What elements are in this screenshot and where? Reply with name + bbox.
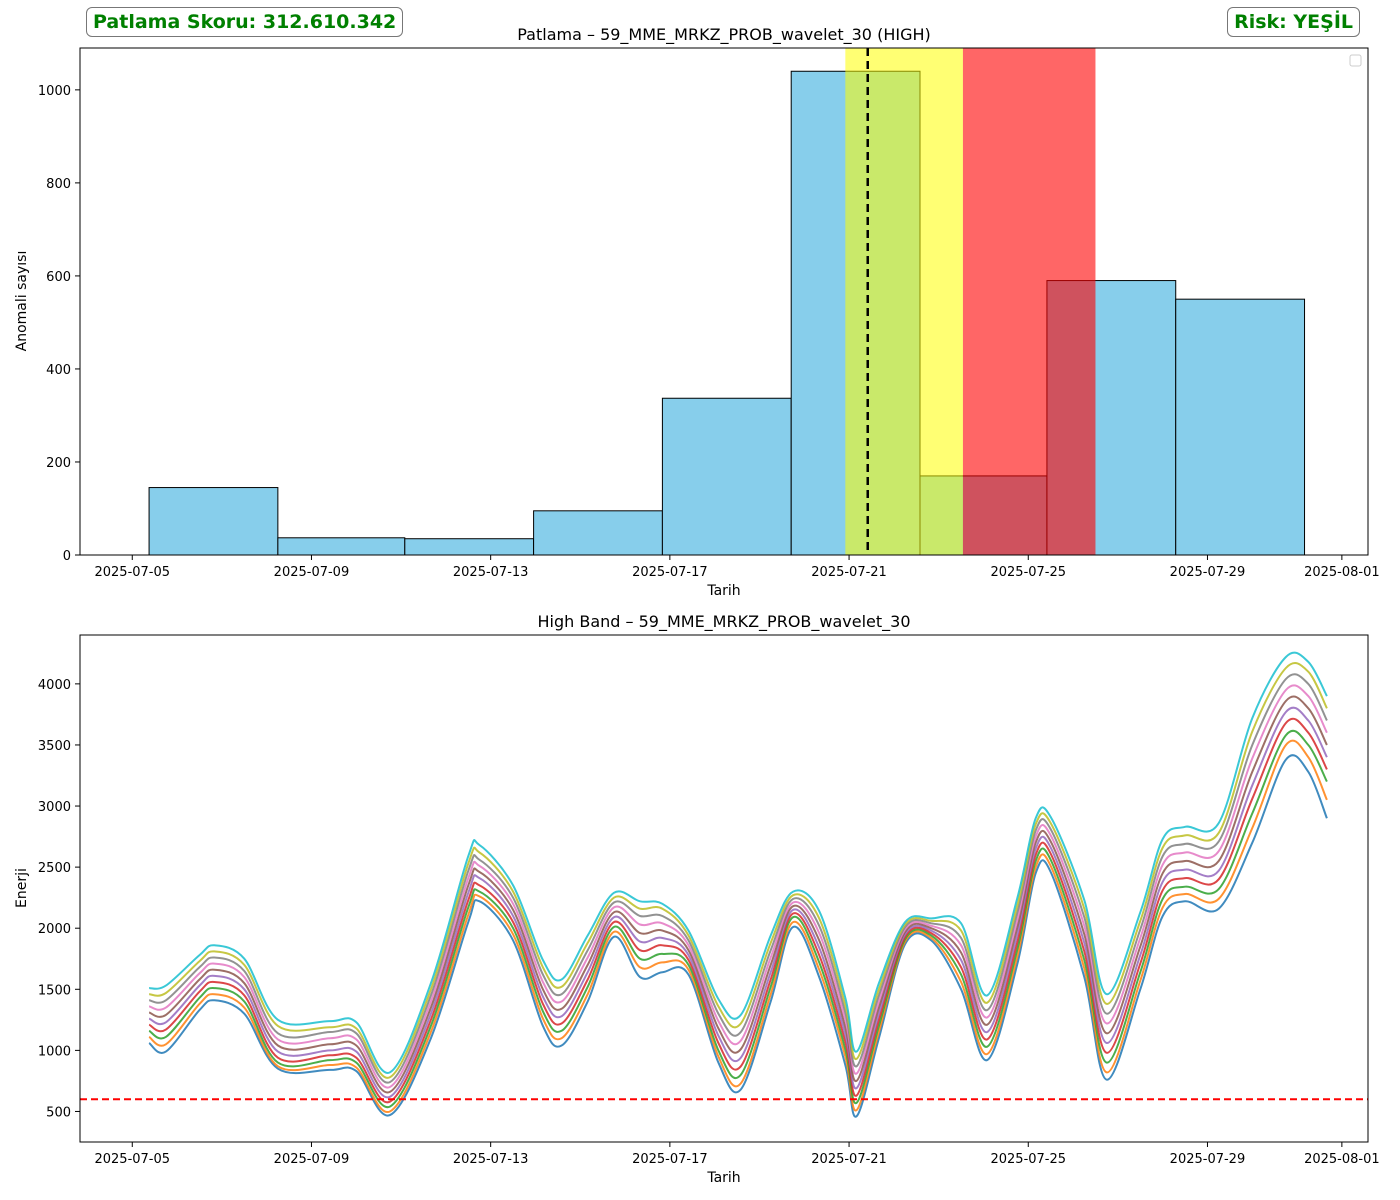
histogram-chart: Patlama – 59_MME_MRKZ_PROB_wavelet_30 (H… [14, 25, 1380, 599]
x-tick-label: 2025-07-09 [274, 1152, 350, 1167]
histogram-bar [533, 510, 663, 556]
y-tick-label: 2500 [38, 861, 71, 876]
histogram-bar [404, 538, 535, 556]
energy-series-line-6 [148, 695, 1328, 1094]
risk-badge: Risk: YEŞİL [1227, 7, 1360, 37]
y-tick-label: 400 [46, 363, 71, 378]
y-tick-label: 1000 [38, 84, 71, 99]
y-tick-label: 1000 [38, 1044, 71, 1059]
y-tick-label: 200 [46, 456, 71, 471]
x-tick-label: 2025-07-25 [990, 1152, 1066, 1167]
y-tick-label: 4000 [38, 678, 71, 693]
legend-box [1349, 54, 1362, 67]
x-tick-label: 2025-08-01 [1304, 1152, 1380, 1167]
energy-series-line-10 [148, 651, 1328, 1074]
energy-title: High Band – 59_MME_MRKZ_PROB_wavelet_30 [537, 612, 910, 632]
histogram-bar [277, 537, 406, 556]
x-tick-label: 2025-07-17 [632, 565, 708, 580]
histogram-title: Patlama – 59_MME_MRKZ_PROB_wavelet_30 (H… [517, 25, 930, 45]
energy-xlabel: Tarih [706, 1170, 740, 1186]
histogram-xlabel: Tarih [706, 583, 740, 599]
x-tick-label: 2025-08-01 [1304, 565, 1380, 580]
x-tick-label: 2025-07-29 [1170, 565, 1246, 580]
histogram-bar [661, 397, 792, 556]
highlight-span [962, 48, 1096, 555]
energy-ylabel: Enerji [14, 868, 30, 908]
energy-series-line-4 [148, 717, 1328, 1104]
y-tick-label: 600 [46, 270, 71, 285]
x-tick-label: 2025-07-09 [274, 565, 350, 580]
x-tick-label: 2025-07-13 [453, 1152, 529, 1167]
histogram-ylabel: Anomali sayısı [14, 251, 30, 352]
energy-series-line-5 [148, 706, 1328, 1099]
energy-series-line-9 [149, 661, 1328, 1079]
y-tick-label: 500 [46, 1105, 71, 1120]
x-tick-label: 2025-07-05 [94, 565, 170, 580]
x-tick-label: 2025-07-21 [811, 565, 887, 580]
x-tick-label: 2025-07-21 [811, 1152, 887, 1167]
y-tick-label: 800 [46, 177, 71, 192]
x-tick-label: 2025-07-05 [94, 1152, 170, 1167]
energy-series-line-2 [148, 739, 1328, 1113]
energy-chart: High Band – 59_MME_MRKZ_PROB_wavelet_30 … [14, 612, 1380, 1186]
y-tick-label: 1500 [38, 983, 71, 998]
x-tick-label: 2025-07-13 [453, 565, 529, 580]
x-tick-label: 2025-07-29 [1170, 1152, 1246, 1167]
y-tick-label: 3000 [38, 800, 71, 815]
x-tick-label: 2025-07-25 [990, 565, 1066, 580]
energy-series-line-7 [148, 684, 1328, 1089]
x-tick-label: 2025-07-17 [632, 1152, 708, 1167]
score-badge: Patlama Skoru: 312.610.342 [86, 7, 404, 37]
y-tick-label: 3500 [38, 739, 71, 754]
y-tick-label: 2000 [38, 922, 71, 937]
energy-axes-frame [79, 634, 1369, 1143]
energy-series-line-1 [148, 754, 1328, 1118]
histogram-bar [1175, 298, 1306, 556]
highlight-span [845, 48, 963, 555]
histogram-axes-frame [79, 47, 1369, 556]
energy-series-line-8 [148, 673, 1328, 1084]
energy-series-line-3 [148, 729, 1328, 1108]
histogram-bar [148, 487, 279, 556]
y-tick-label: 0 [63, 549, 71, 564]
